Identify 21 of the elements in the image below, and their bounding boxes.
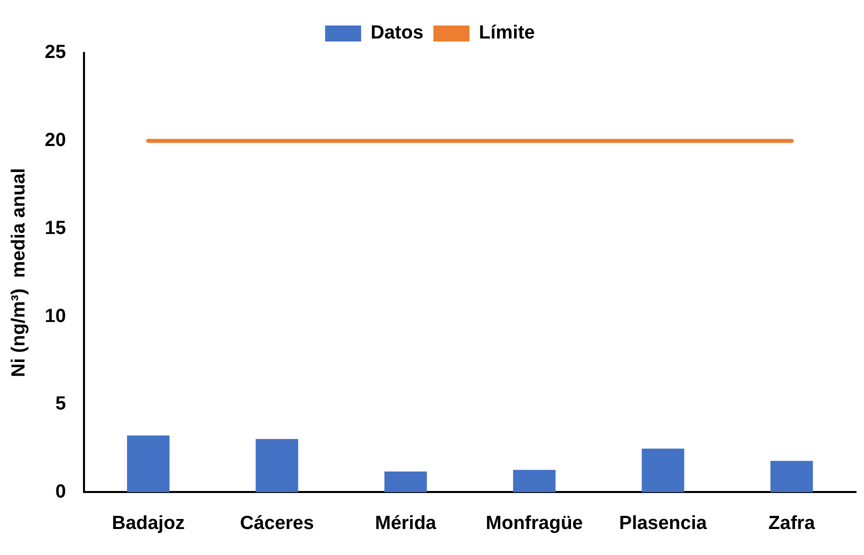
bar <box>256 438 298 492</box>
bar <box>513 470 556 492</box>
y-tick-label: 25 <box>44 42 66 64</box>
x-tick-label: Plasencia <box>619 512 708 534</box>
legend-label: Límite <box>478 22 535 44</box>
x-tick-label: Cáceres <box>240 512 314 534</box>
x-tick-label: Badajoz <box>112 512 185 534</box>
y-axis-title: Ni (ng/m³) media anual <box>8 168 30 378</box>
legend-label: Datos <box>370 22 424 44</box>
y-tick-label: 10 <box>44 306 66 327</box>
bar <box>770 460 813 492</box>
y-tick-label: 0 <box>55 481 66 502</box>
y-tick-label: 20 <box>44 130 66 152</box>
bar <box>384 471 427 492</box>
x-tick-label: Mérida <box>375 512 437 534</box>
y-tick-label: 5 <box>55 394 66 415</box>
bar <box>127 435 170 492</box>
y-tick-label: 15 <box>44 218 66 239</box>
bar <box>642 448 684 492</box>
x-tick-label: Monfragüe <box>486 512 583 534</box>
x-tick-label: Zafra <box>768 512 816 534</box>
